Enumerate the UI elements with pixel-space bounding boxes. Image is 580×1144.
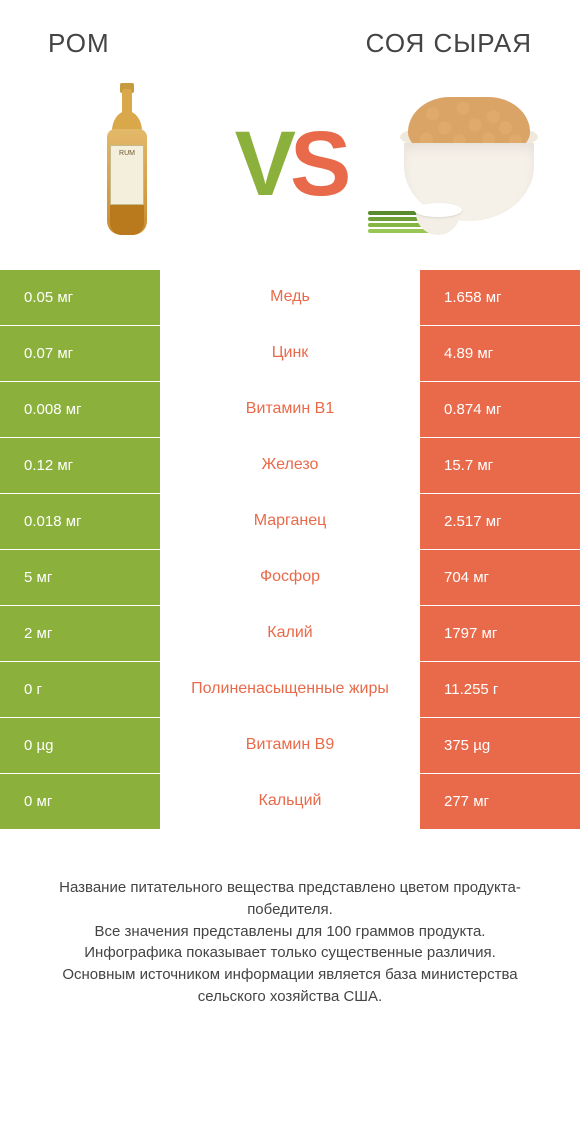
table-row: 2 мгКалий1797 мг (0, 605, 580, 661)
table-row: 0 µgВитамин B9375 µg (0, 717, 580, 773)
footer-line: Название питательного вещества представл… (28, 877, 552, 921)
bottle-label: RUM (110, 145, 144, 205)
right-value: 11.255 г (420, 662, 580, 717)
comparison-table: 0.05 мгМедь1.658 мг0.07 мгЦинк4.89 мг0.0… (0, 269, 580, 829)
right-value: 704 мг (420, 550, 580, 605)
right-value: 1.658 мг (420, 270, 580, 325)
right-value: 277 мг (420, 774, 580, 829)
left-value: 0.018 мг (0, 494, 160, 549)
footer-line: Все значения представлены для 100 граммо… (28, 921, 552, 943)
vs-v: V (235, 113, 290, 215)
table-row: 0.008 мгВитамин B10.874 мг (0, 381, 580, 437)
table-row: 0.018 мгМарганец2.517 мг (0, 493, 580, 549)
nutrient-name: Железо (160, 438, 420, 493)
nutrient-name: Витамин B1 (160, 382, 420, 437)
right-value: 1797 мг (420, 606, 580, 661)
vs-label: VS (235, 118, 346, 210)
left-value: 0 г (0, 662, 160, 717)
left-value: 0.07 мг (0, 326, 160, 381)
table-row: 0.07 мгЦинк4.89 мг (0, 325, 580, 381)
vs-s: S (290, 113, 345, 215)
left-value: 0.05 мг (0, 270, 160, 325)
footer-line: Основным источником информации является … (28, 964, 552, 1008)
left-value: 0.12 мг (0, 438, 160, 493)
hero-row: RUM VS (0, 69, 580, 269)
table-row: 0.12 мгЖелезо15.7 мг (0, 437, 580, 493)
right-value: 15.7 мг (420, 438, 580, 493)
right-value: 375 µg (420, 718, 580, 773)
table-row: 5 мгФосфор704 мг (0, 549, 580, 605)
infographic: РОМ СОЯ СЫРАЯ RUM VS (0, 0, 580, 1008)
footer-note: Название питательного вещества представл… (0, 829, 580, 1008)
nutrient-name: Марганец (160, 494, 420, 549)
nutrient-name: Цинк (160, 326, 420, 381)
right-value: 4.89 мг (420, 326, 580, 381)
rum-bottle-icon: RUM (42, 84, 212, 244)
nutrient-name: Калий (160, 606, 420, 661)
left-value: 5 мг (0, 550, 160, 605)
titles-row: РОМ СОЯ СЫРАЯ (0, 0, 580, 69)
nutrient-name: Витамин B9 (160, 718, 420, 773)
left-title: РОМ (48, 28, 110, 59)
left-value: 0.008 мг (0, 382, 160, 437)
table-row: 0 мгКальций277 мг (0, 773, 580, 829)
left-value: 0 µg (0, 718, 160, 773)
right-title: СОЯ СЫРАЯ (366, 28, 532, 59)
right-value: 0.874 мг (420, 382, 580, 437)
nutrient-name: Фосфор (160, 550, 420, 605)
nutrient-name: Кальций (160, 774, 420, 829)
footer-line: Инфографика показывает только существенн… (28, 942, 552, 964)
left-value: 2 мг (0, 606, 160, 661)
right-value: 2.517 мг (420, 494, 580, 549)
soy-bowl-icon (368, 84, 538, 244)
nutrient-name: Полиненасыщенные жиры (160, 662, 420, 717)
table-row: 0.05 мгМедь1.658 мг (0, 269, 580, 325)
table-row: 0 гПолиненасыщенные жиры11.255 г (0, 661, 580, 717)
left-value: 0 мг (0, 774, 160, 829)
nutrient-name: Медь (160, 270, 420, 325)
